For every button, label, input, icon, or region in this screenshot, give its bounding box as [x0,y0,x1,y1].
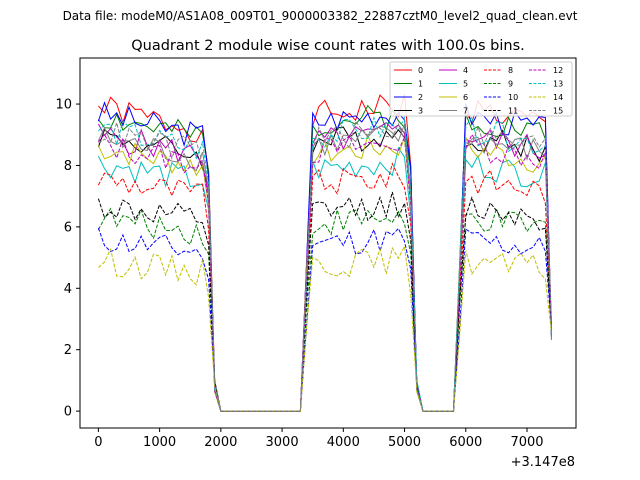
chart-title: Quadrant 2 module wise count rates with … [131,38,525,54]
y-tick-label: 4 [64,282,72,297]
y-tick-label: 2 [64,343,72,358]
legend-label: 9 [508,80,513,89]
y-axis: 0 2 4 6 8 10 [55,98,80,420]
legend-label: 3 [418,107,423,116]
legend-label: 11 [508,107,518,116]
legend-label: 7 [463,107,468,116]
series-line-10 [97,227,552,412]
legend-label: 10 [508,93,518,102]
x-tick-label: 1000 [143,435,176,450]
legend-box [389,61,573,117]
series-line-15 [98,120,552,412]
plot-frame [79,57,577,429]
series-line-12 [98,133,552,412]
x-axis: 0 1000 2000 3000 4000 5000 6000 7000 [94,428,544,450]
legend-label: 6 [463,93,468,102]
x-tick-label: 5000 [388,435,421,450]
y-tick-label: 10 [55,98,72,113]
legend-label: 12 [553,66,563,75]
x-tick-label: 6000 [449,435,482,450]
series-line-1 [98,104,552,412]
legend-label: 13 [553,80,563,89]
legend-label: 5 [463,80,468,89]
series-line-13 [98,115,552,412]
plot-lines [97,94,552,412]
x-tick-label: 2000 [204,435,237,450]
series-line-8 [97,162,552,412]
x-axis-offset-label: +3.147e8 [511,455,575,470]
series-line-9 [97,206,552,412]
y-tick-label: 8 [64,159,72,174]
y-tick-label: 0 [64,405,72,420]
x-tick-label: 7000 [510,435,543,450]
x-tick-label: 3000 [266,435,299,450]
legend-label: 8 [508,66,513,75]
legend-label: 2 [418,93,423,102]
x-tick-label: 4000 [327,435,360,450]
series-line-2 [97,101,552,412]
legend-label: 4 [463,66,468,75]
series-line-5 [97,146,552,412]
series-line-14 [98,244,552,412]
series-line-11 [97,191,552,412]
y-tick-label: 6 [64,220,72,235]
x-tick-label: 0 [94,435,102,450]
legend-label: 15 [553,107,563,116]
legend-label: 1 [418,80,423,89]
legend-label: 14 [553,93,563,102]
legend-label: 0 [418,66,423,75]
figure-suptitle: Data file: modeM0/AS1A08_009T01_90000033… [63,9,578,23]
